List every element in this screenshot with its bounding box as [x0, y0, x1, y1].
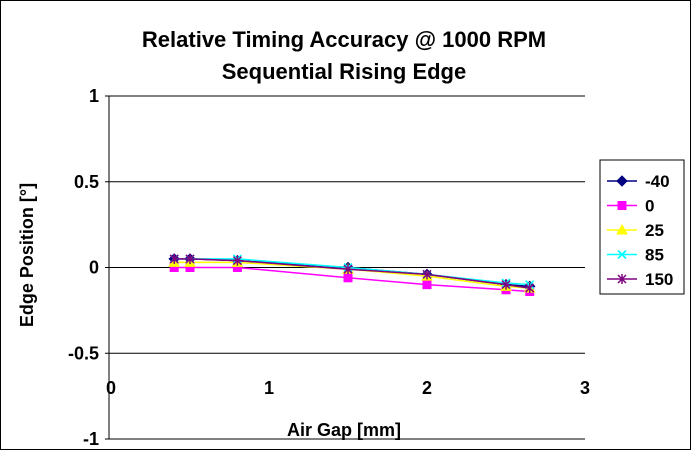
legend: -40 0 25 85 150: [607, 172, 673, 289]
legend-label--40: -40: [645, 172, 670, 191]
x-tick-label-0: 0: [106, 378, 116, 398]
y-axis-title: Edge Position [°]: [17, 183, 37, 327]
x-tick-label-1: 1: [264, 378, 274, 398]
y-tick-label-1: 0.5: [74, 172, 99, 192]
point-150-5: [501, 279, 511, 290]
chart-subtitle: Sequential Rising Edge: [222, 59, 466, 84]
legend-marker-0: [617, 201, 627, 210]
y-tick-label-2: 0: [89, 258, 99, 278]
point-150-2: [232, 255, 242, 266]
point-150-1: [185, 253, 195, 264]
legend-marker--40: [616, 175, 628, 187]
x-axis-title: Air Gap [mm]: [287, 420, 401, 440]
x-tick-label-2: 2: [422, 378, 432, 398]
legend-label-150: 150: [645, 270, 673, 289]
y-tick-label-3: -0.5: [68, 343, 99, 363]
legend-box: [599, 159, 685, 295]
y-tick-label-0: 1: [89, 86, 99, 106]
chart-title: Relative Timing Accuracy @ 1000 RPM: [142, 27, 546, 52]
point-150-6: [525, 283, 535, 294]
data-series: [168, 253, 536, 297]
point-150-3: [343, 264, 353, 275]
point-0-3: [343, 273, 353, 283]
legend-label-85: 85: [645, 246, 664, 265]
legend-marker-25: [616, 223, 628, 235]
x-tick-label-3: 3: [580, 378, 590, 398]
x-tick-labels: 0 1 2 3: [106, 378, 590, 398]
legend-label-0: 0: [645, 197, 654, 216]
point-150-0: [169, 253, 179, 264]
y-tick-labels: 1 0.5 0 -0.5 -1: [68, 86, 109, 449]
legend-marker-150: [617, 274, 627, 284]
point-0-4: [422, 280, 432, 290]
legend-marker-85: [617, 249, 627, 260]
legend-label-25: 25: [645, 221, 664, 240]
y-tick-label-4: -1: [83, 429, 99, 449]
point-150-4: [422, 269, 432, 280]
